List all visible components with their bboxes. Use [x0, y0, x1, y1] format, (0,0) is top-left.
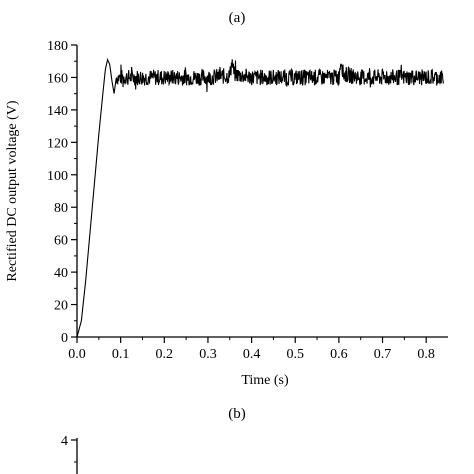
y-tick-label: 60	[54, 234, 68, 249]
x-tick-label: 0.3	[199, 347, 217, 362]
y-tick-label: 120	[47, 136, 68, 151]
y-tick-label-b: 4	[61, 434, 68, 449]
panel-label-b: (b)	[228, 406, 246, 422]
y-tick-label: 80	[54, 201, 68, 216]
y-tick-label: 40	[54, 266, 68, 281]
panel-label-a: (a)	[229, 10, 246, 26]
y-ticks: 0 20 40 60 80 100 120 140 160 180	[47, 39, 77, 346]
x-tick-label: 0.7	[374, 347, 392, 362]
plot-a: 0 20 40 60 80 100 120 140 160 180 0.0 0.1 0.2 0.3 0.4…	[5, 39, 448, 388]
plot-b: 4	[61, 434, 78, 474]
y-tick-label: 140	[47, 104, 68, 119]
y-tick-label: 100	[47, 169, 68, 184]
y-tick-label: 20	[54, 299, 68, 314]
y-ticks-b: 4	[61, 434, 77, 463]
y-axis-label: Rectified DC output voltage (V)	[5, 100, 20, 282]
x-tick-label: 0.1	[112, 347, 130, 362]
y-tick-label: 180	[47, 39, 68, 54]
x-tick-label: 0.4	[243, 347, 261, 362]
x-tick-label: 0.5	[286, 347, 304, 362]
x-axis-label: Time (s)	[241, 373, 289, 388]
voltage-series-line	[76, 57, 445, 338]
x-tick-label: 0.2	[156, 347, 174, 362]
x-ticks: 0.0 0.1 0.2 0.3 0.4 0.5 0.6 0.7 0.8	[68, 337, 435, 362]
x-tick-label: 0.8	[417, 347, 435, 362]
y-tick-label: 0	[61, 331, 68, 346]
y-tick-label: 160	[47, 71, 68, 86]
x-tick-label: 0.6	[330, 347, 348, 362]
x-tick-label: 0.0	[68, 347, 86, 362]
